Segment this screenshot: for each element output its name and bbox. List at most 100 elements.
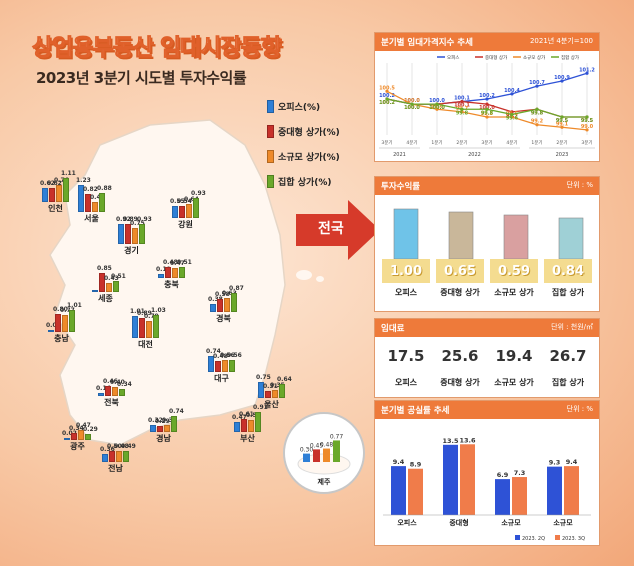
region-bar: 0.31 [263,383,278,398]
data-point [460,110,464,114]
region-bar: 0.62 [47,180,62,202]
region-bar: 0.80 [53,306,68,332]
data-point [510,115,514,119]
legend-swatch [267,175,274,188]
region-name: 강원 [178,220,193,229]
trend-panel: 분기별 임대가격지수 추세 2021년 4분기=100 오피스 중대형 상가 소규모… [374,32,600,162]
region-bar-value: 0.35 [270,382,285,390]
vacancy-value: 7.3 [514,469,526,477]
region-bar-value: 0.62 [47,180,62,188]
region-bar: 0.89 [123,216,138,244]
rent-value: 26.7 [549,347,587,365]
region-bar: 0.40 [110,379,125,396]
region-bar-value: 0.79 [144,312,159,320]
rent-item: 25.6 중대형 상가 [435,347,485,388]
data-label: 100.0 [404,105,420,111]
region-6: 0.38 0.58 0.63 0.87 경북 [208,282,244,324]
region-bar: 0.85 [97,265,112,292]
region-bar-value: 0.56 [220,351,235,359]
region-bar-value: 0.89 [137,310,152,318]
x-tick-label: 4분기 [406,139,417,146]
jeju-bar [313,449,320,462]
region-bar: 0.32 [148,417,163,432]
region-bar: 0.74 [169,408,184,432]
region-bar-value: 0.32 [162,416,177,424]
vacancy-header: 분기별 공실률 추세 [381,406,450,416]
data-label: 100.0 [404,105,420,111]
yield-label: 중대형 상가 [440,288,480,297]
region-bar-value: 1.03 [151,307,166,315]
data-point [510,112,514,117]
region-bar-value: 0.51 [111,272,126,280]
region-bar: 1.01 [67,302,82,332]
rent-panel: 임대료 단위 : 천원/㎡ 17.5 오피스 25.6 중대형 상가 19.4 소규모 상… [374,318,600,398]
yield-label: 소규모 상가 [494,288,534,297]
region-bar-value: 0.74 [169,407,184,415]
region-bar-value: 0.32 [148,416,163,424]
region-bar: 0.51 [177,259,192,278]
legend: 오피스(%) 중대형 상가(%) 소규모 상가(%) 집합 상가(%) [267,100,340,200]
data-point [410,102,414,106]
region-3: 0.92 0.89 0.75 0.93 경기 [116,214,152,256]
region-bar: 0.34 [69,425,84,440]
data-point [485,115,489,119]
region-name: 전북 [104,398,119,407]
region-bar-value: 0.38 [208,295,223,303]
data-label: 99.2 [531,119,544,125]
yield-value: 1.00 [382,259,430,283]
region-bar-value: 1.23 [76,176,91,184]
jeju-bar-value: 0.45 [310,442,324,449]
vacancy-bar [391,466,406,515]
data-point [585,71,589,75]
region-bar: 0.46 [90,194,105,212]
rent-label: 오피스 [394,378,418,387]
rent-item: 19.4 소규모 상가 [489,347,539,388]
region-bar: 0.34 [117,381,132,396]
region-bar: 0.77 [60,307,75,332]
data-point [485,107,489,111]
legend-swatch [267,125,274,138]
data-label: 100.2 [379,93,395,99]
rent-label: 중대형 상가 [440,378,480,387]
legend-swatch [267,100,274,113]
data-label: 99.5 [556,118,569,124]
vacancy-value: 9.4 [393,458,405,466]
legend-label: 오피스(%) [278,103,321,113]
trend-legend-label: 오피스 [447,54,459,61]
legend-label: 소규모 상가(%) [278,153,340,163]
legend-item: 집합 상가(%) [267,175,340,188]
yield-value: 0.59 [490,259,538,283]
vacancy-value: 13.5 [442,437,459,445]
region-name: 충북 [164,280,179,289]
region-bar: 0.48 [163,259,178,278]
data-label: 100.9 [554,75,570,81]
vacancy-value: 8.9 [410,461,422,469]
rent-value: 17.5 [387,347,425,365]
data-label: 99.5 [581,118,594,124]
region-15: 0.36 0.50 0.48 0.49 전남 [100,432,136,474]
data-point [535,84,539,88]
vacancy-unit: 단위 : % [566,405,593,413]
region-bar: 0.48 [114,443,129,462]
vacancy-bar [408,468,423,515]
rent-value: 19.4 [495,347,533,365]
data-label: 100.7 [529,80,545,86]
yield-label: 오피스 [394,288,418,297]
yield-panel: 투자수익률 단위 : % 1.00 오피스 0.65 중대형 상가 0.59 소규모 상가… [374,176,600,312]
region-bar: 0.58 [215,291,230,312]
ulleungdo-island [296,270,324,282]
region-bar-value: 0.29 [155,417,170,425]
region-bar-value: 0.89 [123,216,138,224]
region-10: 0.14 0.46 0.40 0.34 전북 [96,366,132,408]
region-bar: 0.47 [76,422,91,440]
x-tick-label: 3분기 [481,139,492,146]
region-bar-value: 0.80 [53,306,68,314]
building-icon [438,203,482,260]
region-bar: 0.87 [229,285,244,312]
region-8: 1.01 0.89 0.79 1.03 대전 [130,307,166,350]
region-bar: 0.61 [239,411,254,432]
region-bar: 0.36 [100,446,115,462]
region-bar-value: 0.14 [96,384,111,392]
data-label: 100.0 [429,98,445,104]
data-label: 99.8 [481,110,494,116]
